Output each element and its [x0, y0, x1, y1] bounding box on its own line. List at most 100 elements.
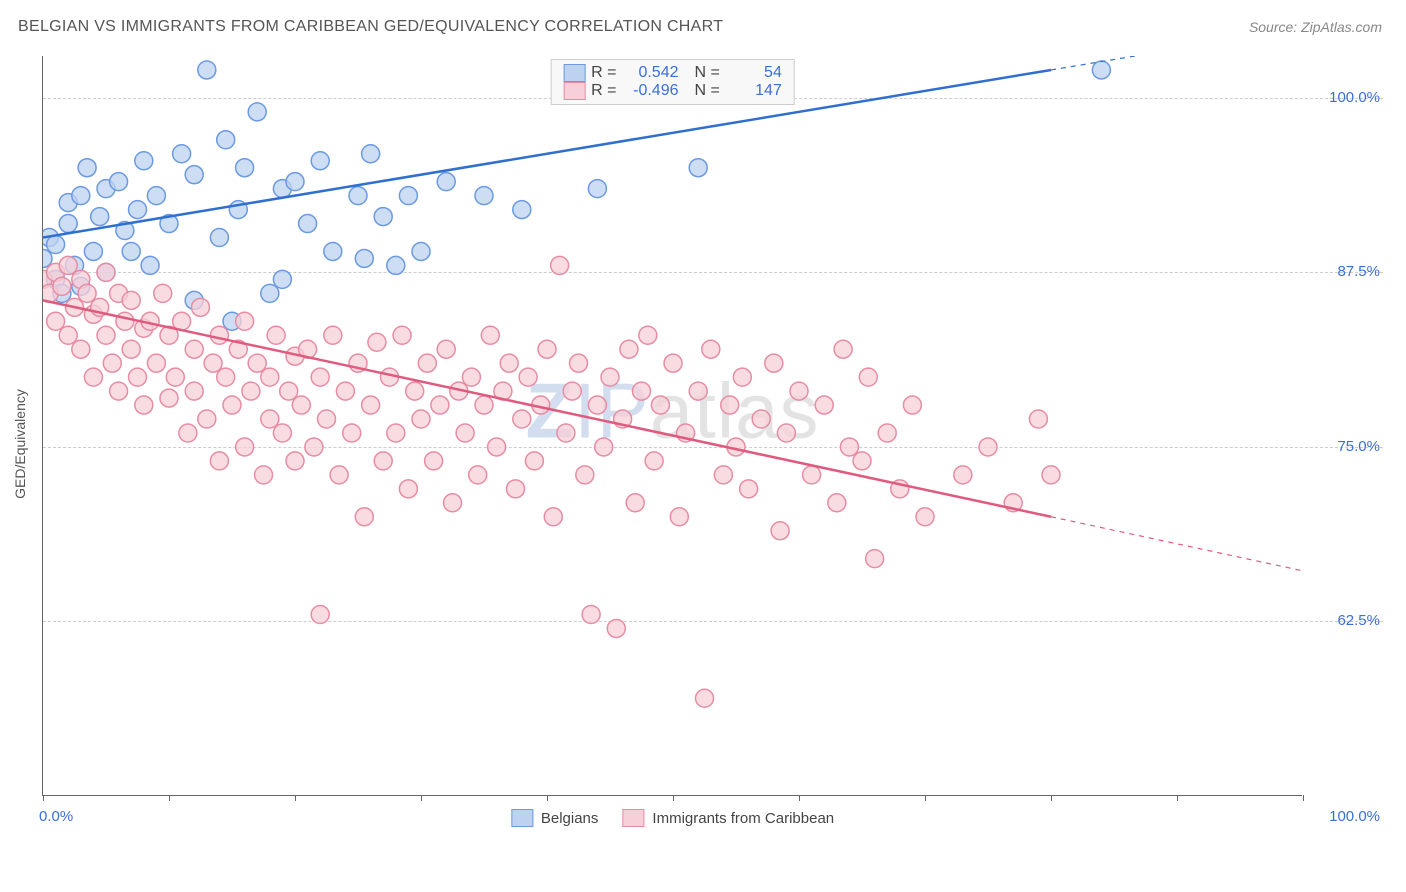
data-point — [563, 382, 581, 400]
data-point — [664, 354, 682, 372]
data-point — [78, 159, 96, 177]
data-point — [141, 256, 159, 274]
data-point — [626, 494, 644, 512]
source-label: Source: ZipAtlas.com — [1249, 19, 1382, 35]
data-point — [311, 152, 329, 170]
data-point — [198, 410, 216, 428]
data-point — [840, 438, 858, 456]
x-min-label: 0.0% — [39, 808, 73, 825]
data-point — [78, 284, 96, 302]
data-point — [633, 382, 651, 400]
data-point — [173, 145, 191, 163]
data-point — [318, 410, 336, 428]
data-point — [790, 382, 808, 400]
data-point — [129, 368, 147, 386]
data-point — [475, 396, 493, 414]
data-point — [280, 382, 298, 400]
data-point — [324, 242, 342, 260]
data-point — [368, 333, 386, 351]
data-point — [576, 466, 594, 484]
data-point — [261, 284, 279, 302]
data-point — [670, 508, 688, 526]
data-point — [267, 326, 285, 344]
data-point — [525, 452, 543, 470]
trend-line — [43, 300, 1051, 516]
data-point — [374, 452, 392, 470]
data-point — [418, 354, 436, 372]
data-point — [204, 354, 222, 372]
data-point — [305, 438, 323, 456]
x-max-label: 100.0% — [1329, 808, 1380, 825]
legend-row-immigrants: R = -0.496 N = 147 — [563, 82, 782, 100]
data-point — [488, 438, 506, 456]
legend-row-belgians: R = 0.542 N = 54 — [563, 64, 782, 82]
data-point — [903, 396, 921, 414]
trend-line-extrapolated — [1051, 517, 1303, 571]
data-point — [299, 215, 317, 233]
data-point — [72, 340, 90, 358]
data-point — [217, 131, 235, 149]
data-point — [513, 201, 531, 219]
data-point — [437, 173, 455, 191]
data-point — [129, 201, 147, 219]
data-point — [217, 368, 235, 386]
data-point — [570, 354, 588, 372]
data-point — [198, 61, 216, 79]
data-point — [362, 145, 380, 163]
data-point — [507, 480, 525, 498]
data-point — [160, 389, 178, 407]
data-point — [84, 368, 102, 386]
data-point — [406, 382, 424, 400]
data-point — [355, 508, 373, 526]
data-point — [444, 494, 462, 512]
data-point — [639, 326, 657, 344]
data-point — [777, 424, 795, 442]
series-legend: Belgians Immigrants from Caribbean — [511, 809, 834, 827]
data-point — [91, 208, 109, 226]
data-point — [853, 452, 871, 470]
scatter-svg — [43, 56, 1383, 796]
data-point — [588, 180, 606, 198]
data-point — [330, 466, 348, 484]
data-point — [954, 466, 972, 484]
data-point — [462, 368, 480, 386]
data-point — [110, 173, 128, 191]
data-point — [513, 410, 531, 428]
data-point — [475, 187, 493, 205]
data-point — [135, 396, 153, 414]
plot-region: 62.5%75.0%87.5%100.0% 0.0% 100.0% ZIPatl… — [42, 56, 1302, 796]
data-point — [696, 689, 714, 707]
data-point — [53, 277, 71, 295]
data-point — [336, 382, 354, 400]
data-point — [97, 263, 115, 281]
data-point — [185, 340, 203, 358]
data-point — [47, 312, 65, 330]
data-point — [97, 326, 115, 344]
data-point — [261, 368, 279, 386]
data-point — [412, 410, 430, 428]
data-point — [179, 424, 197, 442]
data-point — [236, 312, 254, 330]
data-point — [273, 270, 291, 288]
data-point — [185, 166, 203, 184]
data-point — [210, 452, 228, 470]
trend-line-extrapolated — [1051, 56, 1303, 70]
chart-header: BELGIAN VS IMMIGRANTS FROM CARIBBEAN GED… — [0, 0, 1406, 44]
data-point — [399, 187, 417, 205]
data-point — [236, 438, 254, 456]
y-axis-label: GED/Equivalency — [12, 389, 28, 499]
data-point — [601, 368, 619, 386]
chart-title: BELGIAN VS IMMIGRANTS FROM CARIBBEAN GED… — [18, 18, 723, 36]
data-point — [311, 368, 329, 386]
data-point — [362, 396, 380, 414]
swatch-immigrants — [563, 82, 585, 100]
data-point — [122, 291, 140, 309]
data-point — [469, 466, 487, 484]
data-point — [324, 326, 342, 344]
data-point — [122, 340, 140, 358]
data-point — [740, 480, 758, 498]
correlation-legend: R = 0.542 N = 54 R = -0.496 N = 147 — [550, 59, 795, 105]
data-point — [721, 396, 739, 414]
data-point — [192, 298, 210, 316]
chart-area: GED/Equivalency 62.5%75.0%87.5%100.0% 0.… — [42, 56, 1382, 816]
